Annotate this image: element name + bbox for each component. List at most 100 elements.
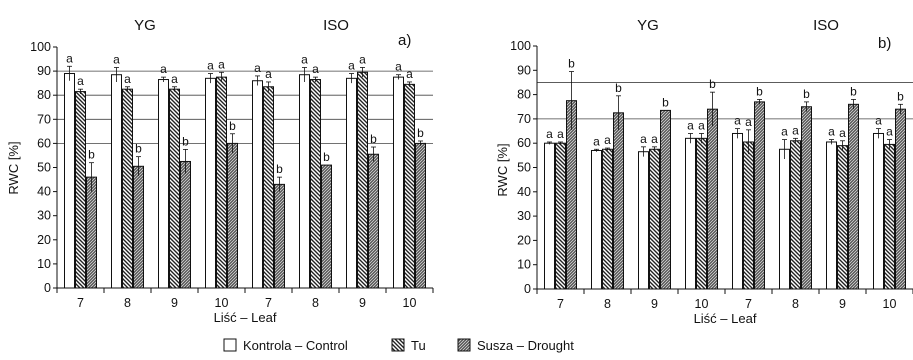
significance-letter: b [229, 119, 236, 133]
significance-letter: b [568, 57, 575, 71]
significance-letter: b [417, 126, 424, 140]
significance-letter: a [781, 125, 788, 139]
y-tick-label: 30 [517, 209, 531, 223]
significance-letter: b [323, 150, 330, 164]
significance-letter: b [88, 148, 95, 162]
x-tick-label: 8 [604, 297, 611, 311]
significance-letter: b [756, 84, 763, 98]
x-tick-label: 9 [651, 297, 658, 311]
bar-control [873, 132, 884, 290]
significance-letter: a [218, 57, 225, 71]
x-tick-label: 9 [171, 296, 178, 310]
y-tick-label: 10 [517, 258, 531, 272]
significance-letter: b [615, 81, 622, 95]
significance-letter: a [66, 51, 73, 65]
bar-tu [837, 145, 848, 290]
y-tick-label: 40 [517, 185, 531, 199]
bar-tu [169, 88, 180, 289]
group-label: YG [637, 17, 659, 34]
significance-letter: a [640, 132, 647, 146]
bar-tu [555, 142, 566, 290]
group-label: YG [134, 17, 156, 34]
bar-control [732, 132, 743, 290]
bar-tu [263, 86, 274, 289]
bar-drought [133, 165, 144, 289]
bar-control [779, 148, 790, 290]
legend-swatch-drought [457, 338, 471, 352]
bar-control [826, 141, 837, 290]
y-tick-label: 100 [30, 40, 51, 54]
bar-drought [180, 160, 191, 289]
bar-tu [884, 143, 895, 290]
group-label: ISO [323, 17, 349, 34]
bar-drought [415, 142, 426, 289]
significance-letter: b [370, 132, 377, 146]
x-tick-label: 10 [695, 297, 709, 311]
y-axis-title: RWC [%] [6, 141, 21, 194]
y-tick-label: 40 [37, 185, 51, 199]
significance-letter: a [698, 118, 705, 132]
bar-drought [613, 112, 624, 290]
y-tick-label: 60 [517, 136, 531, 150]
x-tick-label: 8 [312, 296, 319, 310]
bar-drought [274, 183, 285, 289]
bar-tu [122, 88, 133, 289]
bar-tu [790, 140, 801, 290]
significance-letter: a [207, 59, 214, 73]
bar-control [299, 74, 310, 289]
bar-tu [216, 76, 227, 289]
x-tick-label: 8 [792, 297, 799, 311]
significance-letter: a [406, 67, 413, 81]
bar-control [205, 77, 216, 289]
significance-letter: a [687, 118, 694, 132]
significance-letter: a [546, 127, 553, 141]
bar-tu [649, 148, 660, 290]
significance-letter: b [135, 142, 142, 156]
y-tick-label: 70 [517, 112, 531, 126]
significance-letter: a [593, 134, 600, 148]
significance-letter: a [265, 67, 272, 81]
significance-letter: a [886, 125, 893, 139]
significance-letter: a [254, 61, 261, 75]
x-axis-title: Liść – Leaf [694, 311, 757, 326]
y-tick-label: 0 [44, 281, 51, 295]
bar-drought [86, 176, 97, 289]
bar-control [346, 77, 357, 289]
significance-letter: a [651, 132, 658, 146]
bar-tu [743, 141, 754, 290]
legend-swatch-control [223, 338, 237, 352]
bar-control [111, 74, 122, 289]
panel-label: a) [398, 32, 411, 49]
bar-drought [801, 106, 812, 290]
y-tick-label: 0 [524, 282, 531, 296]
significance-letter: a [113, 52, 120, 66]
y-axis-title: RWC [%] [495, 143, 510, 196]
legend-label-drought: Susza – Drought [477, 338, 574, 353]
significance-letter: a [604, 133, 611, 147]
y-tick-label: 20 [517, 233, 531, 247]
significance-letter: b [897, 89, 904, 103]
bar-control [393, 76, 404, 289]
bar-tu [357, 71, 368, 289]
bar-control [638, 151, 649, 290]
y-tick-label: 100 [510, 39, 531, 53]
significance-letter: b [709, 77, 716, 91]
y-tick-label: 10 [37, 257, 51, 271]
significance-letter: a [839, 126, 846, 140]
y-tick-label: 80 [37, 88, 51, 102]
significance-letter: b [662, 95, 669, 109]
significance-letter: a [875, 114, 882, 128]
significance-letter: a [359, 52, 366, 66]
bar-drought [754, 101, 765, 290]
bar-drought [895, 108, 906, 290]
bar-tu [602, 148, 613, 290]
bar-drought [321, 164, 332, 289]
y-tick-label: 50 [517, 161, 531, 175]
bar-control [158, 79, 169, 289]
y-tick-label: 70 [37, 112, 51, 126]
bar-drought [368, 153, 379, 289]
legend: Kontrola – Control Tu Susza – Drought [223, 338, 574, 353]
x-tick-label: 10 [883, 297, 897, 311]
